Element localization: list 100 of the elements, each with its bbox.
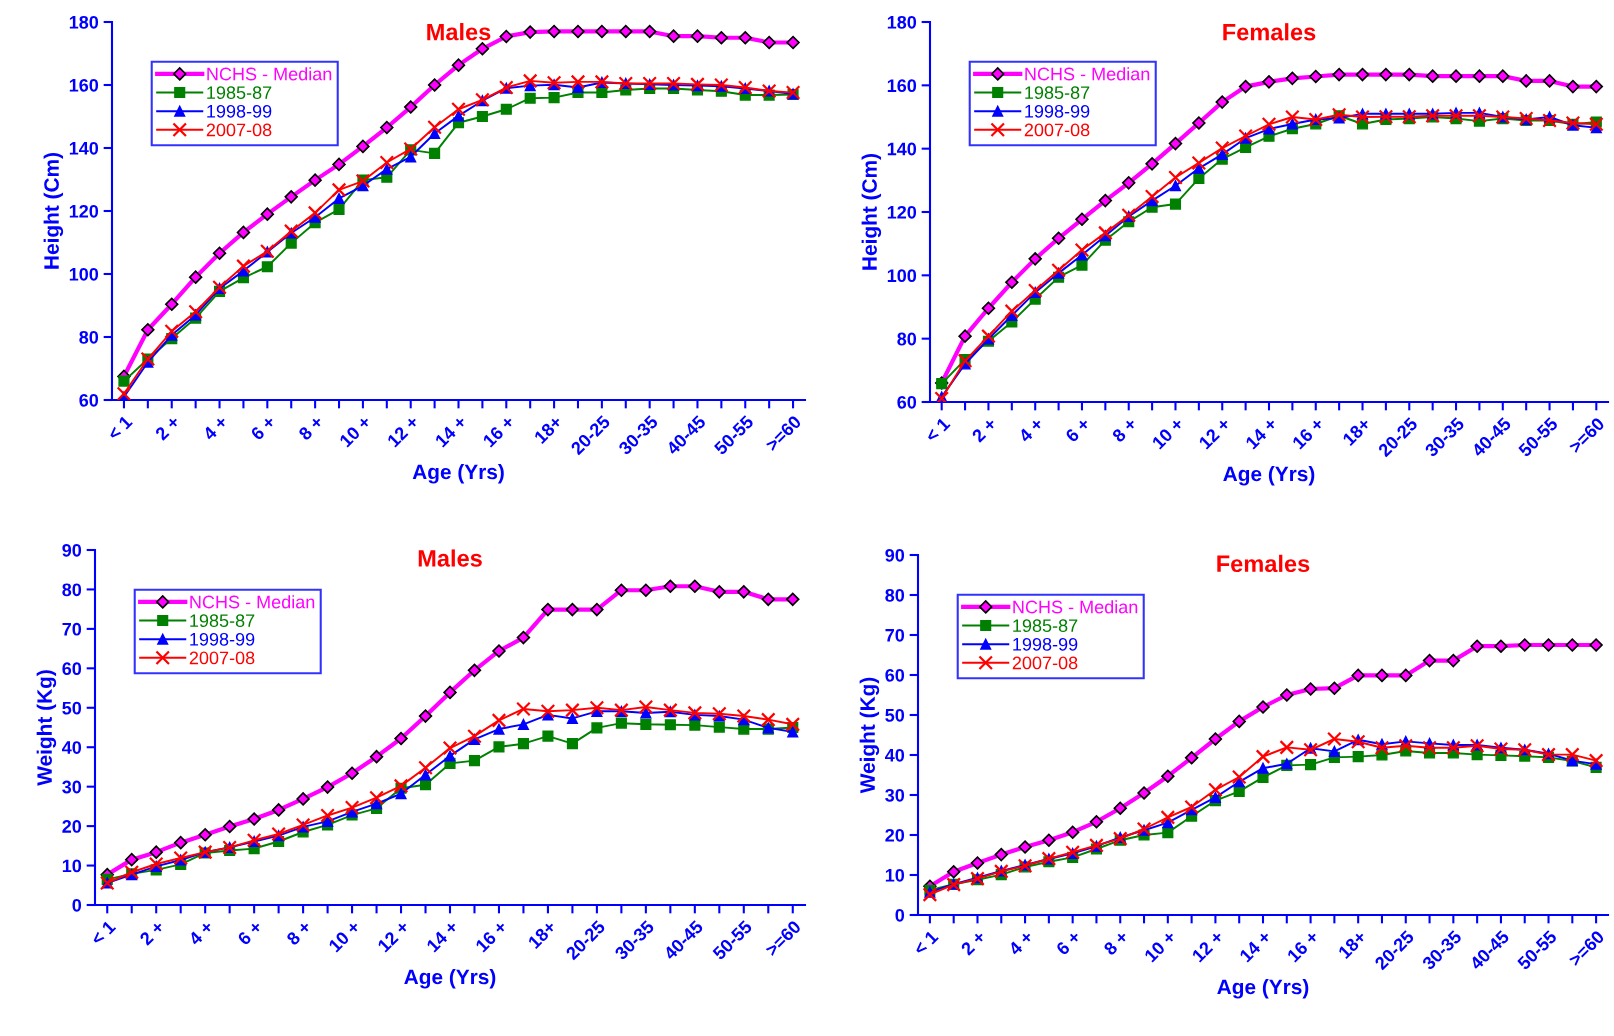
y-tick-label: 180	[887, 15, 917, 29]
x-tick-label: 4 +	[202, 414, 229, 442]
x-axis-title: Age (Yrs)	[412, 464, 504, 484]
y-tick-label: 100	[887, 269, 917, 283]
legend-label: 2007-08	[189, 651, 255, 665]
y-axis-title: Weight (Kg)	[36, 670, 57, 786]
legend-label: 1985-87	[1025, 86, 1090, 100]
x-tick-label: 4 +	[1017, 416, 1044, 444]
y-axis-title: Height (Cm)	[43, 153, 64, 269]
legend-label: 2007-08	[1024, 123, 1090, 137]
x-tick-label: 4 +	[1007, 929, 1034, 957]
legend-label: 1985-87	[207, 86, 272, 100]
y-tick-label: 140	[887, 142, 917, 156]
y-tick-label: 80	[897, 332, 917, 346]
legend-label: 1985-87	[190, 614, 255, 628]
x-tick-label: 2 +	[971, 416, 998, 443]
y-tick-label: 10	[62, 859, 82, 873]
y-tick-label: 50	[62, 701, 82, 715]
chart-title: Males	[418, 549, 482, 567]
y-tick-label: 80	[79, 330, 99, 344]
y-tick-label: 10	[885, 868, 905, 882]
x-tick-label: 2 +	[960, 929, 987, 956]
x-tick-label: 14 +	[1245, 416, 1278, 450]
x-tick-label: 18+	[1337, 929, 1368, 960]
chart-title: Females	[1217, 554, 1310, 573]
x-tick-label: < 1	[90, 919, 117, 946]
chart-title: Males	[427, 23, 491, 41]
y-tick-label: 140	[69, 141, 99, 155]
y-tick-label: 90	[62, 543, 82, 557]
x-tick-label: 12 +	[1191, 929, 1225, 963]
x-tick-label: 18+	[527, 919, 557, 950]
x-tick-label: 14 +	[1239, 929, 1272, 963]
y-tick-label: 160	[69, 78, 99, 92]
legend-label: 1998-99	[1013, 637, 1078, 651]
legend-label: 1985-87	[1013, 619, 1078, 633]
legend-label: NCHS - Median	[207, 67, 332, 81]
x-tick-label: 6 +	[1055, 929, 1082, 956]
x-tick-label: 2 +	[154, 414, 181, 441]
x-tick-label: 8 +	[1111, 416, 1138, 443]
y-tick-label: 60	[62, 662, 82, 676]
x-tick-label: 18+	[1342, 416, 1372, 447]
x-tick-label: 16 +	[474, 919, 508, 953]
x-tick-label: 8 +	[285, 919, 312, 946]
x-tick-label: 16 +	[1291, 416, 1325, 450]
y-tick-label: 60	[885, 668, 905, 682]
x-axis-title: Age (Yrs)	[1217, 979, 1309, 999]
x-tick-label: 6 +	[236, 919, 263, 946]
y-tick-label: 70	[62, 622, 82, 636]
x-tick-label: < 1	[924, 416, 951, 443]
y-axis-title: Weight (Kg)	[859, 677, 880, 794]
x-tick-label: 6 +	[250, 414, 277, 441]
x-tick-label: 16 +	[482, 414, 516, 448]
x-tick-label: < 1	[106, 414, 133, 441]
y-tick-label: 0	[72, 898, 82, 912]
x-tick-label: 10 +	[1151, 416, 1185, 450]
y-axis-title: Height (Cm)	[861, 154, 882, 270]
x-tick-label: 14 +	[434, 414, 468, 448]
x-tick-label: 10 +	[1143, 929, 1177, 963]
legend-label: 1998-99	[190, 632, 255, 646]
y-tick-label: 20	[885, 828, 905, 842]
y-tick-label: 40	[62, 741, 82, 754]
y-tick-label: 0	[895, 908, 905, 922]
y-tick-label: 30	[62, 780, 82, 794]
y-tick-label: 60	[79, 393, 99, 407]
legend-label: 2007-08	[1012, 656, 1078, 670]
x-tick-label: 18+	[533, 414, 563, 445]
x-axis-title: Age (Yrs)	[404, 969, 496, 989]
x-tick-label: 12 +	[386, 414, 420, 448]
y-tick-label: 60	[897, 395, 917, 409]
x-tick-label: 12 +	[1198, 416, 1231, 450]
y-tick-label: 90	[885, 548, 905, 562]
y-tick-label: 80	[885, 588, 905, 602]
legend-label: NCHS - Median	[190, 595, 315, 609]
legend-label: 1998-99	[1025, 104, 1090, 118]
y-tick-label: 180	[69, 15, 99, 29]
y-tick-label: 70	[885, 628, 905, 642]
legend-label: NCHS - Median	[1013, 600, 1138, 614]
y-tick-label: 160	[887, 79, 917, 93]
x-tick-label: 10 +	[328, 919, 361, 953]
y-tick-label: 40	[885, 748, 905, 762]
x-tick-label: 6 +	[1064, 416, 1091, 443]
x-tick-label: 4 +	[187, 919, 214, 947]
y-tick-label: 20	[62, 820, 82, 833]
y-tick-label: 100	[69, 267, 99, 281]
x-tick-label: 10 +	[338, 414, 372, 448]
x-tick-label: 8 +	[297, 414, 324, 441]
x-tick-label: 12 +	[376, 919, 410, 953]
chart-title: Females	[1223, 23, 1316, 41]
x-tick-label: < 1	[912, 929, 939, 956]
legend-label: 1998-99	[207, 104, 272, 118]
y-tick-label: 80	[62, 583, 82, 597]
y-tick-label: 120	[69, 204, 99, 218]
x-tick-label: 14 +	[426, 919, 459, 953]
legend-label: 2007-08	[206, 123, 272, 137]
x-tick-label: 2 +	[138, 919, 165, 946]
y-tick-label: 30	[885, 788, 905, 802]
y-tick-label: 50	[885, 708, 905, 722]
x-axis-title: Age (Yrs)	[1223, 466, 1315, 486]
x-tick-label: 16 +	[1286, 929, 1320, 963]
y-tick-label: 120	[887, 205, 917, 219]
